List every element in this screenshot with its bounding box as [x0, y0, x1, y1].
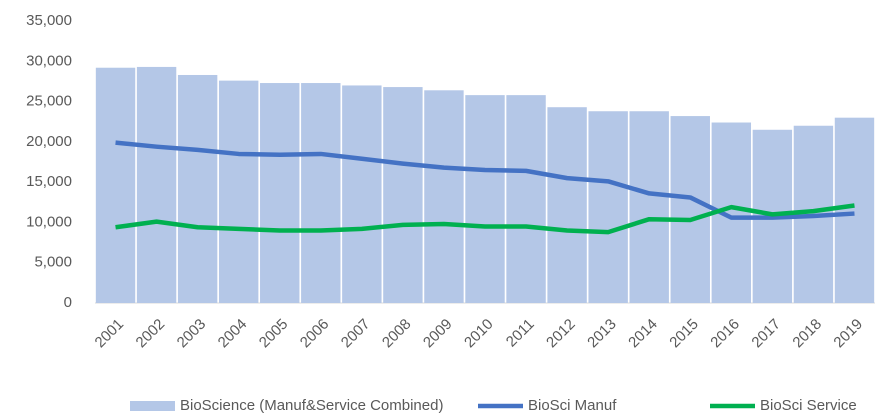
bar — [506, 95, 546, 303]
x-tick-label: 2012 — [543, 316, 579, 352]
y-tick-label: 10,000 — [26, 213, 72, 230]
bar — [260, 83, 300, 303]
bar — [424, 90, 464, 303]
x-tick-label: 2017 — [748, 316, 784, 352]
y-tick-label: 0 — [64, 294, 72, 311]
y-tick-label: 25,000 — [26, 93, 72, 110]
bar — [301, 83, 341, 303]
legend-label: BioSci Manuf — [528, 397, 617, 414]
bar — [547, 107, 587, 303]
legend-label: BioScience (Manuf&Service Combined) — [180, 397, 443, 414]
y-tick-label: 20,000 — [26, 133, 72, 150]
y-tick-label: 15,000 — [26, 173, 72, 190]
bar — [342, 85, 382, 303]
x-tick-label: 2005 — [256, 316, 292, 352]
bar — [136, 66, 177, 303]
x-tick-label: 2018 — [789, 316, 825, 352]
x-tick-label: 2006 — [297, 316, 333, 352]
x-tick-label: 2008 — [379, 316, 415, 352]
line — [115, 203, 855, 235]
bar — [629, 111, 669, 304]
x-tick-label: 2016 — [707, 316, 743, 352]
bar — [95, 67, 136, 303]
x-tick-label: 2014 — [625, 316, 661, 352]
legend-swatch — [130, 401, 175, 411]
x-tick-label: 2002 — [133, 316, 169, 352]
x-tick-label: 2009 — [420, 316, 456, 352]
x-tick-label: 2011 — [503, 316, 538, 351]
line — [115, 140, 855, 220]
x-tick-label: 2013 — [584, 316, 620, 352]
x-tick-label: 2007 — [338, 316, 374, 352]
y-tick-label: 5,000 — [34, 254, 72, 271]
y-tick-label: 30,000 — [26, 52, 72, 69]
x-tick-label: 2004 — [215, 316, 251, 352]
x-tick-label: 2003 — [174, 316, 210, 352]
x-tick-label: 2015 — [666, 316, 702, 352]
bar — [177, 74, 218, 304]
bar — [383, 87, 423, 303]
bar — [670, 116, 710, 304]
bar — [218, 80, 259, 303]
bar — [834, 117, 875, 303]
x-tick-label: 2019 — [830, 316, 866, 352]
x-tick-label: 2001 — [92, 316, 128, 352]
y-tick-label: 35,000 — [26, 12, 72, 29]
bar — [465, 95, 505, 303]
bar — [588, 111, 628, 304]
legend-label: BioSci Service — [760, 397, 857, 414]
x-tick-label: 2010 — [461, 316, 497, 352]
